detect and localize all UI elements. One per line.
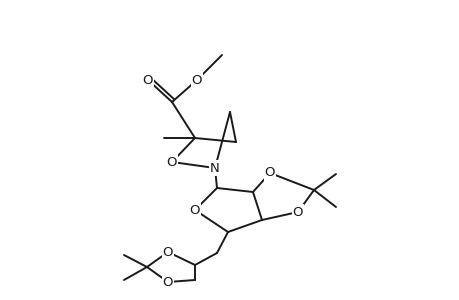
Text: O: O <box>162 275 173 289</box>
Text: O: O <box>162 245 173 259</box>
Text: O: O <box>166 155 177 169</box>
Text: O: O <box>190 203 200 217</box>
Text: O: O <box>191 74 202 86</box>
Text: N: N <box>210 161 219 175</box>
Text: O: O <box>292 206 302 218</box>
Text: O: O <box>264 167 274 179</box>
Text: O: O <box>142 74 153 86</box>
